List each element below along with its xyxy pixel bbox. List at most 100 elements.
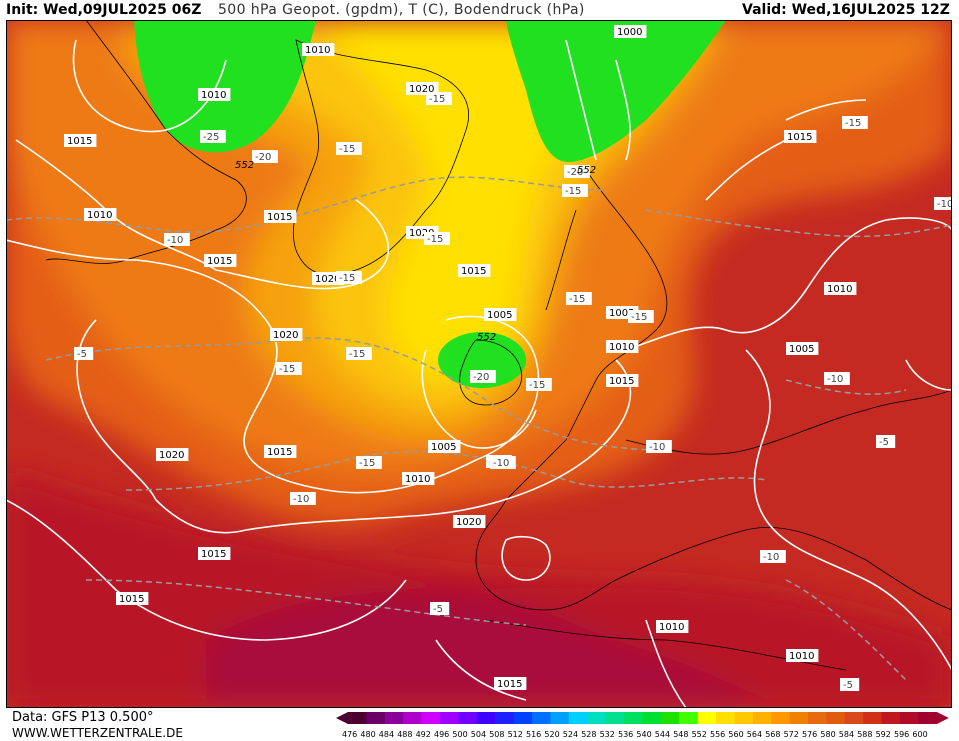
isobar-label-9: 1015 — [458, 264, 491, 277]
isobar-label-14: 1020 — [453, 515, 486, 528]
svg-text:1015: 1015 — [67, 136, 92, 147]
temp-label-29: -20 — [252, 150, 278, 163]
legend-value-27: 584 — [838, 730, 855, 739]
temp-label-2: -15 — [336, 142, 362, 155]
svg-text:1015: 1015 — [201, 549, 226, 560]
svg-text:-15: -15 — [569, 294, 585, 305]
svg-text:1015: 1015 — [461, 266, 486, 277]
isobar-label-3: 1010 — [84, 208, 117, 221]
legend-value-28: 588 — [857, 730, 873, 739]
svg-text:-5: -5 — [433, 604, 443, 615]
temp-label-13: -15 — [562, 184, 588, 197]
isobar-label-23: 1015 — [784, 130, 817, 143]
isobar-label-27: 1015 — [494, 677, 527, 690]
svg-text:-10: -10 — [293, 494, 309, 505]
legend-value-21: 560 — [728, 730, 744, 739]
legend-value-16: 540 — [636, 730, 652, 739]
svg-text:1010: 1010 — [659, 622, 684, 633]
legend-value-25: 576 — [802, 730, 818, 739]
svg-text:1015: 1015 — [787, 132, 812, 143]
legend-swatch-6 — [458, 712, 478, 724]
legend-value-12: 524 — [562, 730, 579, 739]
svg-text:-15: -15 — [359, 458, 375, 469]
geopotential-labels: 552 552 552 — [235, 160, 596, 343]
svg-text:1010: 1010 — [201, 90, 226, 101]
svg-text:1010: 1010 — [405, 474, 430, 485]
legend-value-2: 484 — [378, 730, 395, 739]
svg-text:1020: 1020 — [456, 517, 481, 528]
svg-text:1015: 1015 — [119, 594, 144, 605]
svg-text:-20: -20 — [567, 167, 583, 178]
legend-swatch-5 — [440, 712, 459, 724]
svg-text:-15: -15 — [279, 364, 295, 375]
temp-label-4: -15 — [426, 92, 452, 105]
svg-text:1015: 1015 — [267, 212, 292, 223]
geo-label-2: 552 — [477, 332, 496, 343]
temp-label-28: -10 — [490, 456, 516, 469]
temp-label-21: -10 — [760, 550, 786, 563]
legend-value-1: 480 — [360, 730, 376, 739]
isobar-label-5: 1015 — [64, 134, 97, 147]
svg-text:-15: -15 — [845, 118, 861, 129]
svg-text:1015: 1015 — [207, 256, 232, 267]
legend-swatch-16 — [642, 712, 662, 724]
svg-text:-10: -10 — [493, 458, 509, 469]
temp-label-6: -15 — [346, 347, 372, 360]
svg-text:1020: 1020 — [409, 228, 434, 239]
legend-value-30: 596 — [894, 730, 910, 739]
temperature-labels: -25 -20 -15 -10 -15 -15 -15 -15 -5 -15 -15 -15 -20 -1… — [74, 92, 952, 691]
temp-label-3: -10 — [164, 233, 190, 246]
isobar-label-13: 1015 — [264, 445, 297, 458]
legend-swatch-9 — [513, 712, 533, 724]
legend-value-7: 504 — [470, 730, 487, 739]
isobar-label-0: 1010 — [302, 43, 335, 56]
isobar-label-4: 1015 — [204, 254, 237, 267]
legend-value-24: 572 — [783, 730, 799, 739]
isobars — [6, 39, 952, 708]
legend-swatch-8 — [495, 712, 515, 724]
svg-text:552: 552 — [235, 160, 254, 171]
weather-map: 1010 1010 1015 1010 1015 1015 1020 1020 1020 1015… — [6, 20, 952, 708]
isobar-label-1: 1010 — [198, 88, 231, 101]
isobar-label-25: 1005 — [786, 342, 819, 355]
temp-label-18: -10 — [290, 492, 316, 505]
svg-text:552: 552 — [577, 165, 596, 176]
temp-label-26: -20 — [470, 370, 496, 383]
legend-swatch-21 — [734, 712, 754, 724]
legend-value-26: 580 — [820, 730, 836, 739]
svg-text:1015: 1015 — [497, 679, 522, 690]
temp-label-24: -5 — [430, 602, 450, 615]
svg-text:-10: -10 — [827, 374, 843, 385]
legend-value-29: 592 — [875, 730, 891, 739]
svg-text:1005: 1005 — [487, 310, 512, 321]
legend-value-8: 508 — [489, 730, 505, 739]
legend-swatch-22 — [752, 712, 772, 724]
isobar-label-2: 1015 — [264, 210, 297, 223]
legend-value-0: 476 — [342, 730, 358, 739]
svg-text:-15: -15 — [427, 234, 443, 245]
legend-value-18: 548 — [673, 730, 689, 739]
svg-text:1020: 1020 — [159, 450, 184, 461]
svg-text:-5: -5 — [843, 680, 853, 691]
isobar-label-17: 1010 — [606, 340, 639, 353]
svg-text:1010: 1010 — [609, 342, 634, 353]
legend-swatch-28 — [863, 712, 883, 724]
isobar-label-18: 1020 — [406, 82, 439, 95]
temp-label-22: -5 — [876, 435, 896, 448]
temp-label-5: -15 — [336, 271, 362, 284]
svg-text:1015: 1015 — [267, 447, 292, 458]
legend-swatch-23 — [771, 712, 791, 724]
svg-text:1010: 1010 — [87, 210, 112, 221]
isobar-label-20: 1020 — [156, 448, 189, 461]
legend-swatch-27 — [844, 712, 864, 724]
legend-value-31: 600 — [912, 730, 928, 739]
isobar-label-26: 1010 — [656, 620, 689, 633]
legend-value-22: 564 — [746, 730, 763, 739]
svg-text:-10: -10 — [167, 235, 183, 246]
legend-swatch-2 — [384, 712, 404, 724]
svg-text:1015: 1015 — [609, 376, 634, 387]
legend-arrow-right — [936, 712, 949, 724]
svg-text:1005: 1005 — [789, 344, 814, 355]
svg-text:-15: -15 — [565, 186, 581, 197]
legend-arrow-left — [336, 712, 348, 724]
